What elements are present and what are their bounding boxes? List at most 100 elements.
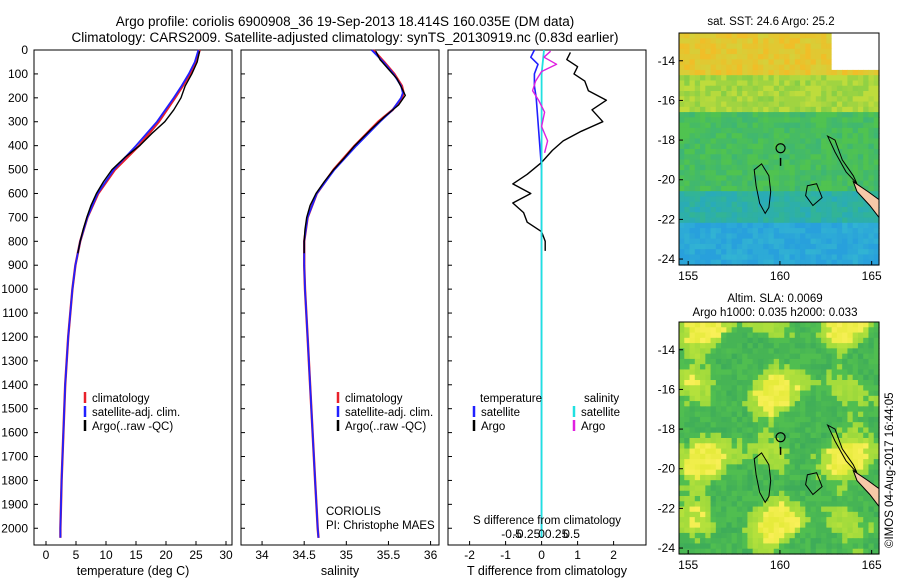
map-cell — [742, 249, 749, 256]
map-cell — [742, 369, 749, 376]
map-cell — [842, 201, 849, 208]
map-cell — [847, 406, 854, 413]
map-cell — [863, 416, 870, 423]
map-cell — [836, 54, 843, 60]
map-cell — [842, 459, 849, 465]
map-cell — [684, 517, 691, 523]
map-cell — [810, 406, 817, 413]
map-cell — [831, 191, 838, 198]
map-cell — [857, 238, 864, 245]
map-cell — [747, 511, 754, 518]
map-cell — [694, 511, 701, 518]
map-cell — [694, 106, 701, 113]
map-cell — [784, 358, 791, 365]
map-cell — [710, 233, 717, 240]
map-cell — [831, 91, 838, 97]
map-cell — [752, 54, 759, 60]
map-cell — [794, 91, 801, 97]
map-cell — [800, 459, 806, 465]
map-cell — [768, 59, 775, 66]
map-cell — [852, 112, 859, 118]
map-cell — [768, 38, 775, 45]
map-cell — [815, 548, 822, 555]
map-cell — [863, 117, 870, 124]
map-cell — [684, 201, 691, 208]
map-cell — [679, 228, 685, 234]
map-cell — [773, 64, 780, 71]
map-cell — [757, 80, 764, 87]
map-cell — [868, 527, 875, 534]
map-cell — [852, 432, 859, 439]
map-cell — [736, 464, 743, 471]
map-cell — [705, 532, 712, 539]
map-cell — [721, 337, 727, 344]
map-cell — [736, 517, 743, 523]
map-cell — [715, 170, 722, 176]
map-cell — [742, 343, 749, 349]
map-cell — [842, 217, 849, 224]
map-cell — [694, 411, 701, 418]
map-cell — [847, 438, 854, 444]
map-cell — [742, 238, 749, 245]
map-cell — [810, 364, 817, 371]
map-cell — [847, 343, 854, 349]
map-cell — [836, 96, 843, 103]
x-tick-label: 35.5 — [377, 548, 401, 562]
map-cell — [715, 395, 722, 402]
map-cell — [779, 374, 785, 381]
map-cell — [847, 122, 854, 129]
map-cell — [805, 411, 812, 418]
map-cell — [736, 358, 743, 365]
map-cell — [831, 154, 838, 161]
map-cell — [852, 369, 859, 376]
map-cell — [752, 243, 759, 250]
map-cell — [705, 228, 712, 234]
map-cell — [789, 474, 796, 481]
map-cell — [773, 543, 780, 550]
map-cell — [694, 443, 701, 450]
map-cell — [873, 522, 880, 529]
map-cell — [779, 358, 785, 365]
map-cell — [705, 422, 712, 429]
map-cell — [773, 459, 780, 465]
map-cell — [847, 96, 854, 103]
map-cell — [694, 207, 701, 213]
map-cell — [700, 517, 706, 523]
map-cell — [689, 438, 696, 444]
map-cell — [694, 75, 701, 82]
map-cell — [710, 543, 717, 550]
map-cell — [679, 501, 685, 508]
map-cell — [821, 96, 827, 103]
map-cell — [800, 443, 806, 450]
map-cell — [689, 238, 696, 245]
map-cell — [705, 543, 712, 550]
map-cell — [700, 406, 706, 413]
map-cell — [726, 170, 733, 176]
map-cell — [715, 154, 722, 161]
map-cell — [868, 127, 875, 134]
map-cell — [715, 480, 722, 487]
map-cell — [757, 485, 764, 492]
map-cell — [768, 101, 775, 108]
map-cell — [815, 511, 822, 518]
map-cell — [679, 406, 685, 413]
map-cell — [836, 164, 843, 171]
map-cell — [710, 80, 717, 87]
map-cell — [815, 453, 822, 460]
map-cell — [710, 348, 717, 355]
map-cell — [789, 432, 796, 439]
map-cell — [868, 33, 875, 39]
map-cell — [831, 453, 838, 460]
map-cell — [731, 322, 738, 328]
map-cell — [826, 474, 833, 481]
map-cell — [868, 353, 875, 360]
map-cell — [752, 38, 759, 45]
map-cell — [752, 164, 759, 171]
map-cell — [857, 438, 864, 444]
map-cell — [826, 448, 833, 455]
map-cell — [784, 427, 791, 434]
map-cell — [779, 75, 785, 82]
map-cell — [757, 501, 764, 508]
map-cell — [810, 517, 817, 523]
difference-xlabel: T difference from climatology — [467, 564, 628, 578]
